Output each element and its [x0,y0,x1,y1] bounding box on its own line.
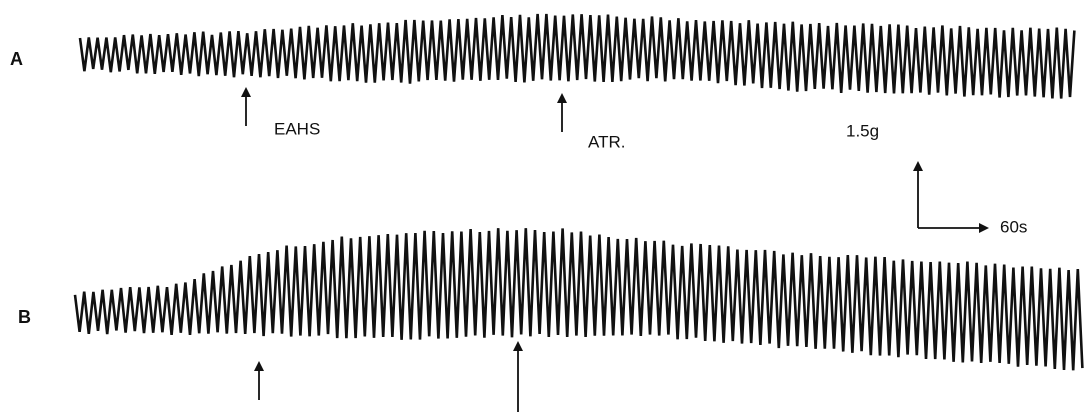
panel-label: A [10,49,23,69]
figure: A B EAHS ATR. 1.5g 60s [0,0,1086,418]
recording-trace [80,14,1074,99]
annotation: ATR. [588,132,625,151]
recording-trace [75,228,1082,370]
panel-label: B [18,307,31,327]
scale-label: 1.5g [846,121,879,140]
annotation: EAHS [274,119,320,138]
scale-label: 60s [1000,217,1027,236]
traces [75,14,1082,370]
